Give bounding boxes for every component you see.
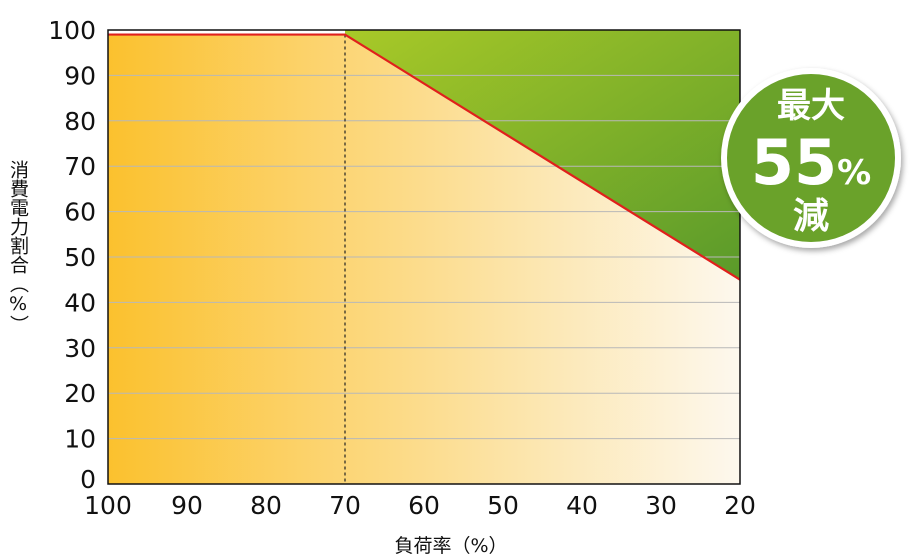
x-tick-label: 60 (408, 491, 440, 520)
x-tick-label: 40 (566, 491, 598, 520)
x-tick-label: 30 (645, 491, 677, 520)
x-tick-label: 90 (171, 491, 203, 520)
x-tick-label: 100 (84, 491, 132, 520)
y-tick-label: 0 (80, 465, 96, 494)
badge-text-reduce: 減 (793, 196, 829, 237)
plot-border (107, 29, 741, 485)
y-tick-label: 70 (64, 152, 96, 181)
y-tick-label: 50 (64, 243, 96, 272)
max-reduction-badge: 最大 55% 減 (721, 68, 901, 248)
y-tick-label: 30 (64, 334, 96, 363)
x-tick-label: 80 (250, 491, 282, 520)
badge-percent-sign: % (837, 153, 871, 193)
y-tick-label: 80 (64, 107, 96, 136)
y-tick-label: 20 (64, 379, 96, 408)
x-tick-label: 50 (487, 491, 519, 520)
x-tick-label: 70 (329, 491, 361, 520)
plot-frame (107, 29, 741, 485)
badge-percentage: 55% (751, 126, 871, 199)
area-under-curve (108, 34, 740, 484)
badge-text-max: 最大 (777, 86, 845, 126)
x-axis-tick-labels: 100 90 80 70 60 50 40 30 20 (84, 491, 756, 520)
badge-number: 55 (751, 126, 837, 199)
badge-circle (727, 74, 895, 242)
y-tick-label: 90 (64, 61, 96, 90)
grid-lines (108, 74, 740, 440)
y-axis-tick-labels: 0 10 20 30 40 50 60 70 80 90 100 (48, 16, 96, 494)
x-axis-title: 負荷率（%） (394, 535, 507, 557)
y-tick-label: 40 (64, 288, 96, 317)
y-tick-label: 100 (48, 16, 96, 45)
y-tick-label: 60 (64, 198, 96, 227)
y-tick-label: 10 (64, 425, 96, 454)
x-tick-label: 20 (724, 491, 756, 520)
y-axis-title: 消費電力割合（%） (7, 160, 29, 334)
